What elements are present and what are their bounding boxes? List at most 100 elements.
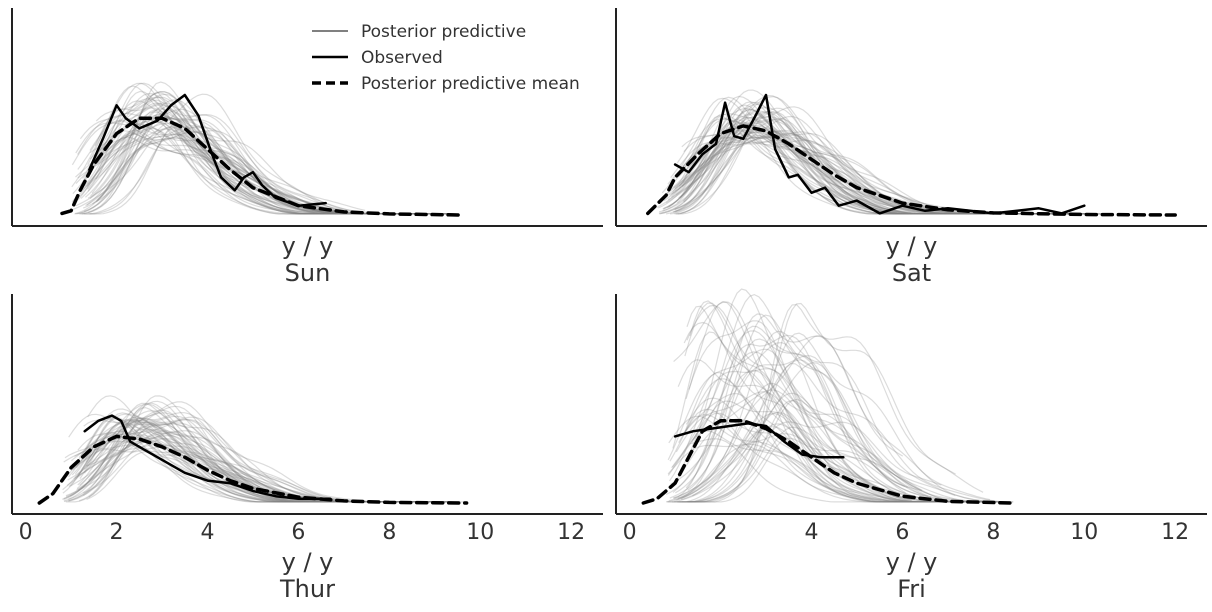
posterior-predictive-curve bbox=[65, 438, 371, 503]
posterior-predictive-curve bbox=[677, 359, 932, 503]
legend-label-posterior-predictive: Posterior predictive bbox=[361, 22, 526, 42]
panel-title: Sun bbox=[285, 259, 331, 287]
posterior-predictive-curve bbox=[668, 135, 1097, 215]
legend-label-observed: Observed bbox=[361, 48, 443, 68]
posterior-predictive-curve bbox=[674, 118, 993, 215]
posterior-predictive-curve bbox=[669, 118, 1025, 215]
posterior-predictive-curve bbox=[672, 94, 1001, 215]
x-axis-label: y / y bbox=[886, 548, 938, 576]
posterior-predictive-curve bbox=[83, 120, 380, 215]
posterior-predictive-curve bbox=[675, 391, 986, 503]
posterior-predictive-curve bbox=[682, 421, 942, 503]
posterior-predictive-curve bbox=[668, 415, 978, 503]
posterior-predictive-draws bbox=[62, 395, 466, 503]
posterior-predictive-curve bbox=[68, 419, 405, 503]
posterior-predictive-curve bbox=[669, 408, 907, 503]
posterior-predictive-curve bbox=[671, 351, 922, 492]
posterior-predictive-curve bbox=[95, 119, 419, 215]
posterior-predictive-curve bbox=[685, 397, 987, 503]
x-axis-label: y / y bbox=[886, 232, 938, 260]
posterior-predictive-curve bbox=[87, 117, 384, 215]
posterior-predictive-curve bbox=[675, 313, 904, 494]
posterior-predictive-curve bbox=[77, 82, 365, 215]
panel-title: Thur bbox=[279, 575, 335, 603]
posterior-predictive-curve bbox=[74, 422, 366, 503]
panel-title: Sat bbox=[892, 259, 931, 287]
x-tick-label: 8 bbox=[986, 520, 1000, 545]
posterior-predictive-curve bbox=[673, 330, 956, 499]
posterior-predictive-curve bbox=[72, 116, 346, 215]
posterior-predictive-curve bbox=[672, 426, 923, 503]
posterior-predictive-curve bbox=[76, 125, 386, 215]
posterior-predictive-curve bbox=[76, 409, 387, 503]
posterior-predictive-curve bbox=[687, 398, 907, 503]
x-tick-label: 2 bbox=[714, 520, 728, 545]
posterior-predictive-curve bbox=[71, 126, 404, 215]
posterior-predictive-curve bbox=[666, 437, 908, 503]
posterior-predictive-curve bbox=[682, 393, 906, 503]
posterior-predictive-curve bbox=[71, 104, 368, 215]
posterior-predictive-curve bbox=[674, 127, 1016, 215]
x-tick-label: 2 bbox=[110, 520, 124, 545]
observed-curve bbox=[88, 93, 327, 207]
posterior-predictive-curve bbox=[662, 124, 995, 215]
posterior-predictive-curve bbox=[77, 429, 424, 503]
posterior-predictive-curve bbox=[74, 137, 394, 215]
posterior-predictive-curve bbox=[80, 124, 422, 215]
panel-title: Fri bbox=[897, 575, 926, 603]
posterior-predictive-curve bbox=[686, 305, 956, 503]
posterior-predictive-curve bbox=[678, 399, 929, 503]
posterior-predictive-curve bbox=[683, 372, 957, 503]
posterior-predictive-curve bbox=[669, 368, 979, 503]
posterior-predictive-draws bbox=[71, 81, 456, 215]
posterior-predictive-curve bbox=[665, 123, 998, 215]
posterior-predictive-curve bbox=[85, 130, 354, 214]
x-axis-label: y / y bbox=[282, 232, 334, 260]
observed-curve bbox=[83, 414, 332, 501]
posterior-predictive-curve bbox=[65, 425, 366, 503]
mean-curve bbox=[641, 419, 1014, 505]
posterior-predictive-curve bbox=[83, 93, 421, 215]
posterior-predictive-curve bbox=[84, 403, 376, 503]
legend-label-mean: Posterior predictive mean bbox=[361, 74, 580, 94]
posterior-predictive-curve bbox=[79, 415, 403, 503]
posterior-predictive-curve bbox=[658, 104, 1010, 215]
x-tick-label: 6 bbox=[895, 520, 909, 545]
posterior-predictive-curve bbox=[685, 341, 937, 503]
posterior-predictive-curve bbox=[80, 133, 454, 215]
posterior-predictive-curve bbox=[687, 304, 984, 503]
posterior-predictive-curve bbox=[77, 402, 365, 503]
posterior-predictive-curve bbox=[669, 132, 1007, 215]
posterior-predictive-curve bbox=[83, 419, 402, 503]
posterior-predictive-curve bbox=[674, 116, 1089, 215]
posterior-predictive-curve bbox=[679, 106, 1031, 215]
posterior-predictive-curve bbox=[678, 378, 934, 503]
posterior-predictive-curve bbox=[62, 430, 386, 503]
posterior-predictive-draws bbox=[656, 89, 1105, 215]
x-tick-label: 12 bbox=[557, 520, 585, 545]
observed-curve bbox=[673, 93, 1086, 215]
posterior-predictive-curve bbox=[678, 335, 997, 503]
posterior-predictive-curve bbox=[673, 301, 947, 503]
posterior-predictive-curve bbox=[667, 348, 901, 496]
x-tick-label: 0 bbox=[19, 520, 33, 545]
posterior-predictive-curve bbox=[681, 433, 936, 501]
posterior-predictive-curve bbox=[65, 416, 380, 503]
posterior-predictive-curve bbox=[667, 330, 905, 487]
posterior-predictive-curve bbox=[667, 362, 1014, 503]
posterior-predictive-curve bbox=[667, 117, 1041, 215]
posterior-predictive-curve bbox=[672, 293, 973, 503]
posterior-predictive-curve bbox=[686, 304, 924, 503]
x-tick-label: 4 bbox=[804, 520, 818, 545]
posterior-predictive-curve bbox=[689, 438, 931, 503]
posterior-predictive-curve bbox=[692, 426, 943, 503]
posterior-predictive-curve bbox=[684, 414, 908, 503]
posterior-predictive-curve bbox=[663, 135, 1073, 215]
posterior-predictive-curve bbox=[89, 91, 431, 215]
legend: Posterior predictive Observed Posterior … bbox=[312, 22, 580, 94]
posterior-predictive-draws bbox=[665, 288, 1014, 503]
posterior-predictive-curve bbox=[673, 382, 1010, 503]
